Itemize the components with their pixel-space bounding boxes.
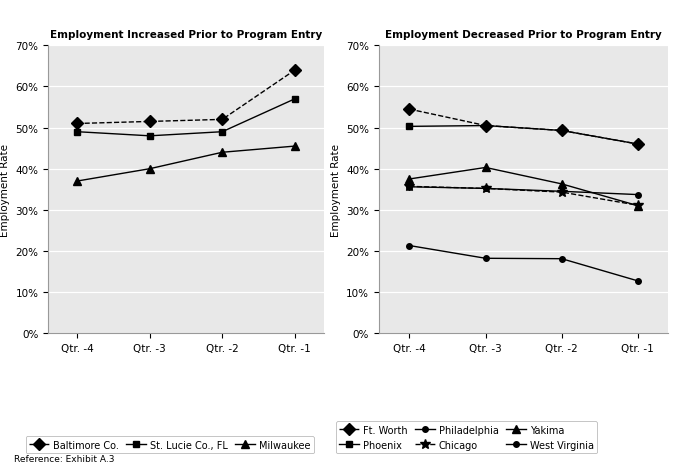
Text: Reference: Exhibit A.3: Reference: Exhibit A.3 [14,454,114,463]
Title: Employment Decreased Prior to Program Entry: Employment Decreased Prior to Program En… [385,30,662,40]
Legend: Ft. Worth, Phoenix, Philadelphia, Chicago, Yakima, West Virginia: Ft. Worth, Phoenix, Philadelphia, Chicag… [336,421,597,454]
Y-axis label: Employment Rate: Employment Rate [331,144,340,236]
Title: Employment Increased Prior to Program Entry: Employment Increased Prior to Program En… [50,30,322,40]
Legend: Baltimore Co., St. Lucie Co., FL, Milwaukee: Baltimore Co., St. Lucie Co., FL, Milwau… [25,436,314,454]
Y-axis label: Employment Rate: Employment Rate [0,144,10,236]
